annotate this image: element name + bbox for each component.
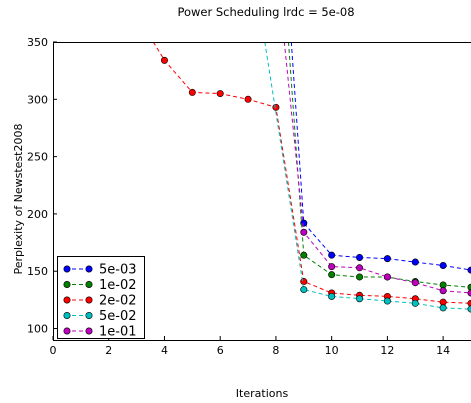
series-line-1e-01	[283, 42, 471, 294]
legend-marker	[85, 265, 93, 273]
x-tick-label: 10	[325, 344, 339, 357]
x-axis-label: Iterations	[236, 387, 289, 400]
plot-frame	[53, 42, 471, 341]
data-point-2e-02	[188, 88, 196, 96]
x-tick-label: 12	[380, 344, 394, 357]
legend-marker	[85, 296, 93, 304]
series-line-2e-02	[152, 42, 471, 304]
x-tick-label: 4	[161, 344, 168, 357]
x-tick-label: 8	[272, 344, 279, 357]
data-point-5e-02	[439, 304, 447, 312]
chart-title: Power Scheduling lrdc = 5e-08	[177, 5, 354, 19]
data-point-1e-01	[300, 228, 308, 236]
data-point-5e-03	[300, 219, 308, 227]
data-point-1e-02	[328, 271, 336, 279]
legend-label: 5e-03	[99, 263, 137, 278]
legend-label: 2e-02	[99, 294, 137, 309]
data-point-5e-03	[411, 258, 419, 266]
y-tick-label: 100	[27, 323, 48, 336]
data-point-1e-02	[300, 251, 308, 259]
data-point-1e-01	[356, 264, 364, 272]
data-point-5e-02	[383, 297, 391, 305]
data-point-5e-03	[439, 261, 447, 269]
legend-marker	[63, 296, 71, 304]
x-tick-label: 6	[217, 344, 224, 357]
legend-label: 1e-02	[99, 278, 137, 293]
data-point-5e-02	[411, 299, 419, 307]
legend-marker	[63, 327, 71, 335]
data-point-5e-02	[328, 292, 336, 300]
y-tick-label: 250	[27, 151, 48, 164]
y-tick-label: 200	[27, 208, 48, 221]
series-line-5e-02	[264, 42, 471, 310]
legend-label: 1e-01	[99, 325, 137, 340]
data-point-2e-02	[300, 278, 308, 286]
y-tick-label: 150	[27, 265, 48, 278]
series-layer	[152, 42, 471, 313]
y-tick-label: 300	[27, 93, 48, 106]
y-tick-label: 350	[27, 36, 48, 49]
x-tick-label: 0	[50, 344, 57, 357]
data-point-5e-03	[328, 251, 336, 259]
legend-marker	[63, 280, 71, 288]
data-point-5e-03	[383, 255, 391, 263]
data-point-2e-02	[272, 103, 280, 111]
legend-marker	[85, 311, 93, 319]
series-line-1e-02	[288, 42, 471, 288]
data-point-5e-02	[356, 295, 364, 303]
legend-label: 5e-02	[99, 309, 137, 324]
x-tick-label: 14	[436, 344, 450, 357]
legend-marker	[63, 311, 71, 319]
legend-marker	[85, 327, 93, 335]
data-point-1e-01	[383, 273, 391, 281]
legend-marker	[85, 280, 93, 288]
data-point-2e-02	[160, 56, 168, 64]
legend-box	[57, 256, 145, 339]
data-point-1e-01	[411, 279, 419, 287]
series-line-5e-03	[290, 42, 471, 271]
data-point-5e-02	[300, 286, 308, 294]
data-point-2e-02	[244, 95, 252, 103]
data-point-1e-01	[328, 263, 336, 271]
axes-layer: 0 2 4 6 8 10 12 14 100 150 200 250 300 350	[27, 36, 450, 357]
x-tick-label: 2	[105, 344, 112, 357]
data-point-1e-02	[356, 273, 364, 281]
y-axis-label: Perplexity of Newstest2008	[12, 124, 25, 275]
data-point-5e-03	[356, 253, 364, 261]
legend-marker	[63, 265, 71, 273]
data-point-1e-01	[439, 287, 447, 295]
data-point-2e-02	[216, 90, 224, 98]
